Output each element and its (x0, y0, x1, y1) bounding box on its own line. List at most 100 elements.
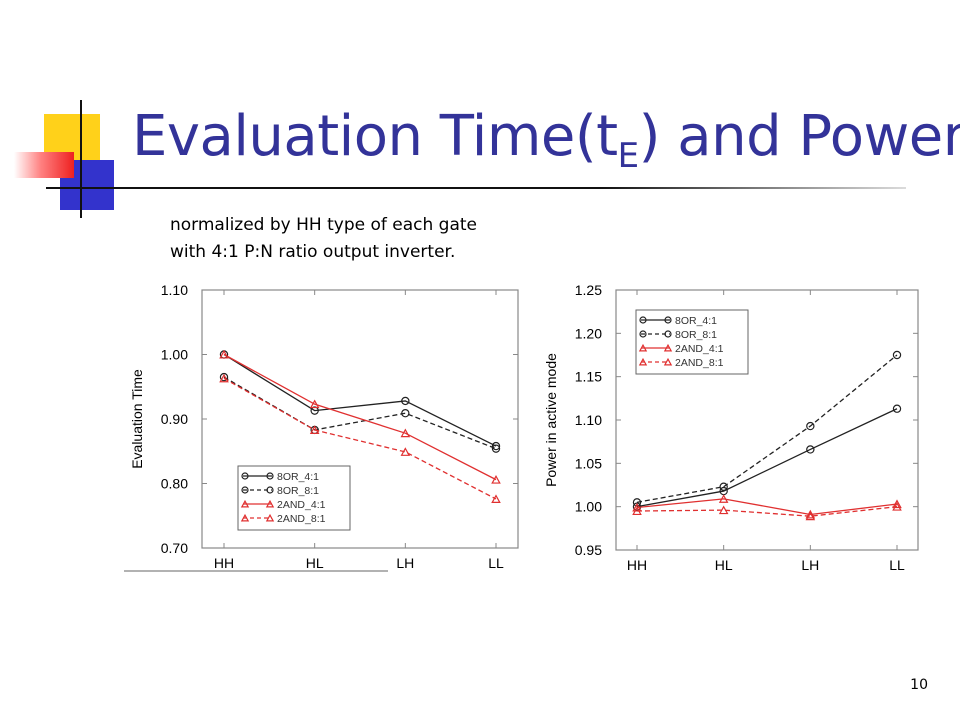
data-point-triangle (219, 349, 229, 359)
data-point-triangle (805, 511, 816, 521)
data-point-triangle (638, 343, 648, 352)
decor-vertical-line (80, 100, 82, 218)
data-point-circle (892, 350, 902, 360)
x-tick-label: HL (306, 555, 324, 571)
data-point-circle (266, 472, 274, 480)
y-tick-label: 1.25 (575, 282, 602, 298)
series-line (636, 354, 898, 503)
subtitle-line-1: normalized by HH type of each gate (170, 215, 477, 235)
y-tick-label: 0.70 (161, 540, 188, 556)
series-line (636, 506, 898, 517)
data-point-triangle (309, 425, 320, 434)
slide-title-subscript: E (617, 135, 639, 176)
legend-label: 2AND_4:1 (675, 343, 724, 355)
legend-label: 8OR_4:1 (277, 471, 319, 483)
data-point-circle (892, 404, 902, 413)
data-point-circle (266, 486, 274, 494)
data-point-triangle (265, 513, 275, 522)
legend-label: 8OR_4:1 (675, 315, 717, 327)
data-point-triangle (309, 399, 320, 409)
data-point-triangle (240, 499, 250, 508)
data-point-circle (241, 472, 249, 480)
data-point-circle (632, 498, 642, 507)
data-point-circle (806, 421, 815, 431)
data-point-triangle (240, 513, 250, 522)
series-2AND_8:1 (219, 373, 501, 503)
data-point-circle (241, 486, 249, 494)
x-tick-label: HH (627, 557, 647, 573)
data-point-triangle (491, 474, 501, 484)
y-tick-label: 0.90 (161, 411, 188, 427)
data-point-circle (806, 445, 815, 454)
slide-title-main: Evaluation Time(t (132, 104, 618, 169)
y-tick-label: 1.10 (575, 412, 602, 428)
subtitle-line-2: with 4:1 P:N ratio output inverter. (170, 242, 456, 262)
legend: 8OR_4:1 8OR_8:1 2AND_4:1 2AND_8:1 (635, 309, 749, 375)
legend-label: 8OR_8:1 (277, 485, 319, 497)
data-point-triangle (892, 502, 902, 511)
legend-box (237, 465, 351, 531)
y-axis-label: Evaluation Time (129, 369, 145, 469)
title-underline-fade (600, 187, 906, 189)
data-point-circle (639, 330, 647, 338)
data-point-circle (401, 408, 410, 418)
data-point-triangle (400, 447, 411, 456)
data-point-triangle (491, 494, 501, 503)
series-8OR_4:1 (632, 404, 902, 511)
series-line (636, 408, 898, 508)
data-point-triangle (718, 505, 729, 515)
evaluation-time-chart: 0.70 0.80 0.90 1.00 1.10 HH HL LH LL Evaluation T… (122, 272, 530, 580)
y-axis-label: Power in active mode (543, 353, 559, 487)
data-point-triangle (632, 506, 642, 516)
data-point-circle (491, 441, 501, 451)
data-point-circle (491, 444, 501, 453)
data-point-circle (664, 330, 672, 338)
data-point-circle (664, 316, 672, 324)
legend-label: 8OR_8:1 (675, 329, 717, 341)
y-tick-label: 1.00 (161, 347, 188, 363)
decor-red-bar (14, 152, 74, 178)
data-point-triangle (805, 509, 816, 519)
x-tick-label: LH (396, 555, 414, 571)
data-point-circle (719, 482, 728, 491)
x-tick-label: HH (214, 555, 234, 571)
y-tick-label: 1.05 (575, 455, 602, 471)
series-8OR_8:1 (219, 372, 501, 453)
x-tick-label: HL (715, 557, 733, 573)
page-number: 10 (910, 677, 928, 693)
legend-label: 2AND_8:1 (675, 357, 724, 369)
legend-label: 2AND_4:1 (277, 499, 326, 511)
slide-title-tail: ) and Power (638, 104, 960, 169)
legend-box (635, 309, 749, 375)
legend-label: 2AND_8:1 (277, 513, 326, 525)
power-chart: 0.95 1.00 1.05 1.10 1.15 1.20 1.25 HH HL LH LL Powe… (536, 272, 932, 580)
data-point-triangle (892, 499, 902, 509)
data-point-triangle (718, 494, 729, 503)
data-point-triangle (663, 343, 673, 352)
data-point-triangle (638, 357, 648, 366)
data-point-circle (219, 372, 229, 382)
series-line (223, 377, 497, 500)
subtitle: normalized by HH type of each gate with … (170, 212, 477, 266)
x-tick-label: LH (801, 557, 819, 573)
y-tick-label: 1.15 (575, 369, 602, 385)
title-underline (46, 187, 906, 189)
legend: 8OR_4:1 8OR_8:1 2AND_4:1 2AND_8:1 (237, 465, 351, 531)
y-tick-label: 1.20 (575, 325, 602, 341)
x-tick-label: LL (488, 555, 504, 571)
y-tick-label: 0.80 (161, 476, 188, 492)
series-line (223, 353, 497, 447)
data-point-triangle (265, 499, 275, 508)
series-line (223, 376, 497, 450)
y-tick-label: 0.95 (575, 542, 602, 558)
series-2AND_4:1 (632, 494, 902, 519)
slide-title: Evaluation Time(tE) and Power (132, 104, 960, 176)
data-point-triangle (663, 357, 673, 366)
series-line (223, 353, 497, 481)
series-8OR_8:1 (632, 350, 902, 507)
data-point-triangle (400, 428, 411, 438)
series-2AND_4:1 (219, 349, 501, 484)
series-line (636, 498, 898, 516)
data-point-circle (639, 316, 647, 324)
series-2AND_8:1 (632, 502, 902, 521)
